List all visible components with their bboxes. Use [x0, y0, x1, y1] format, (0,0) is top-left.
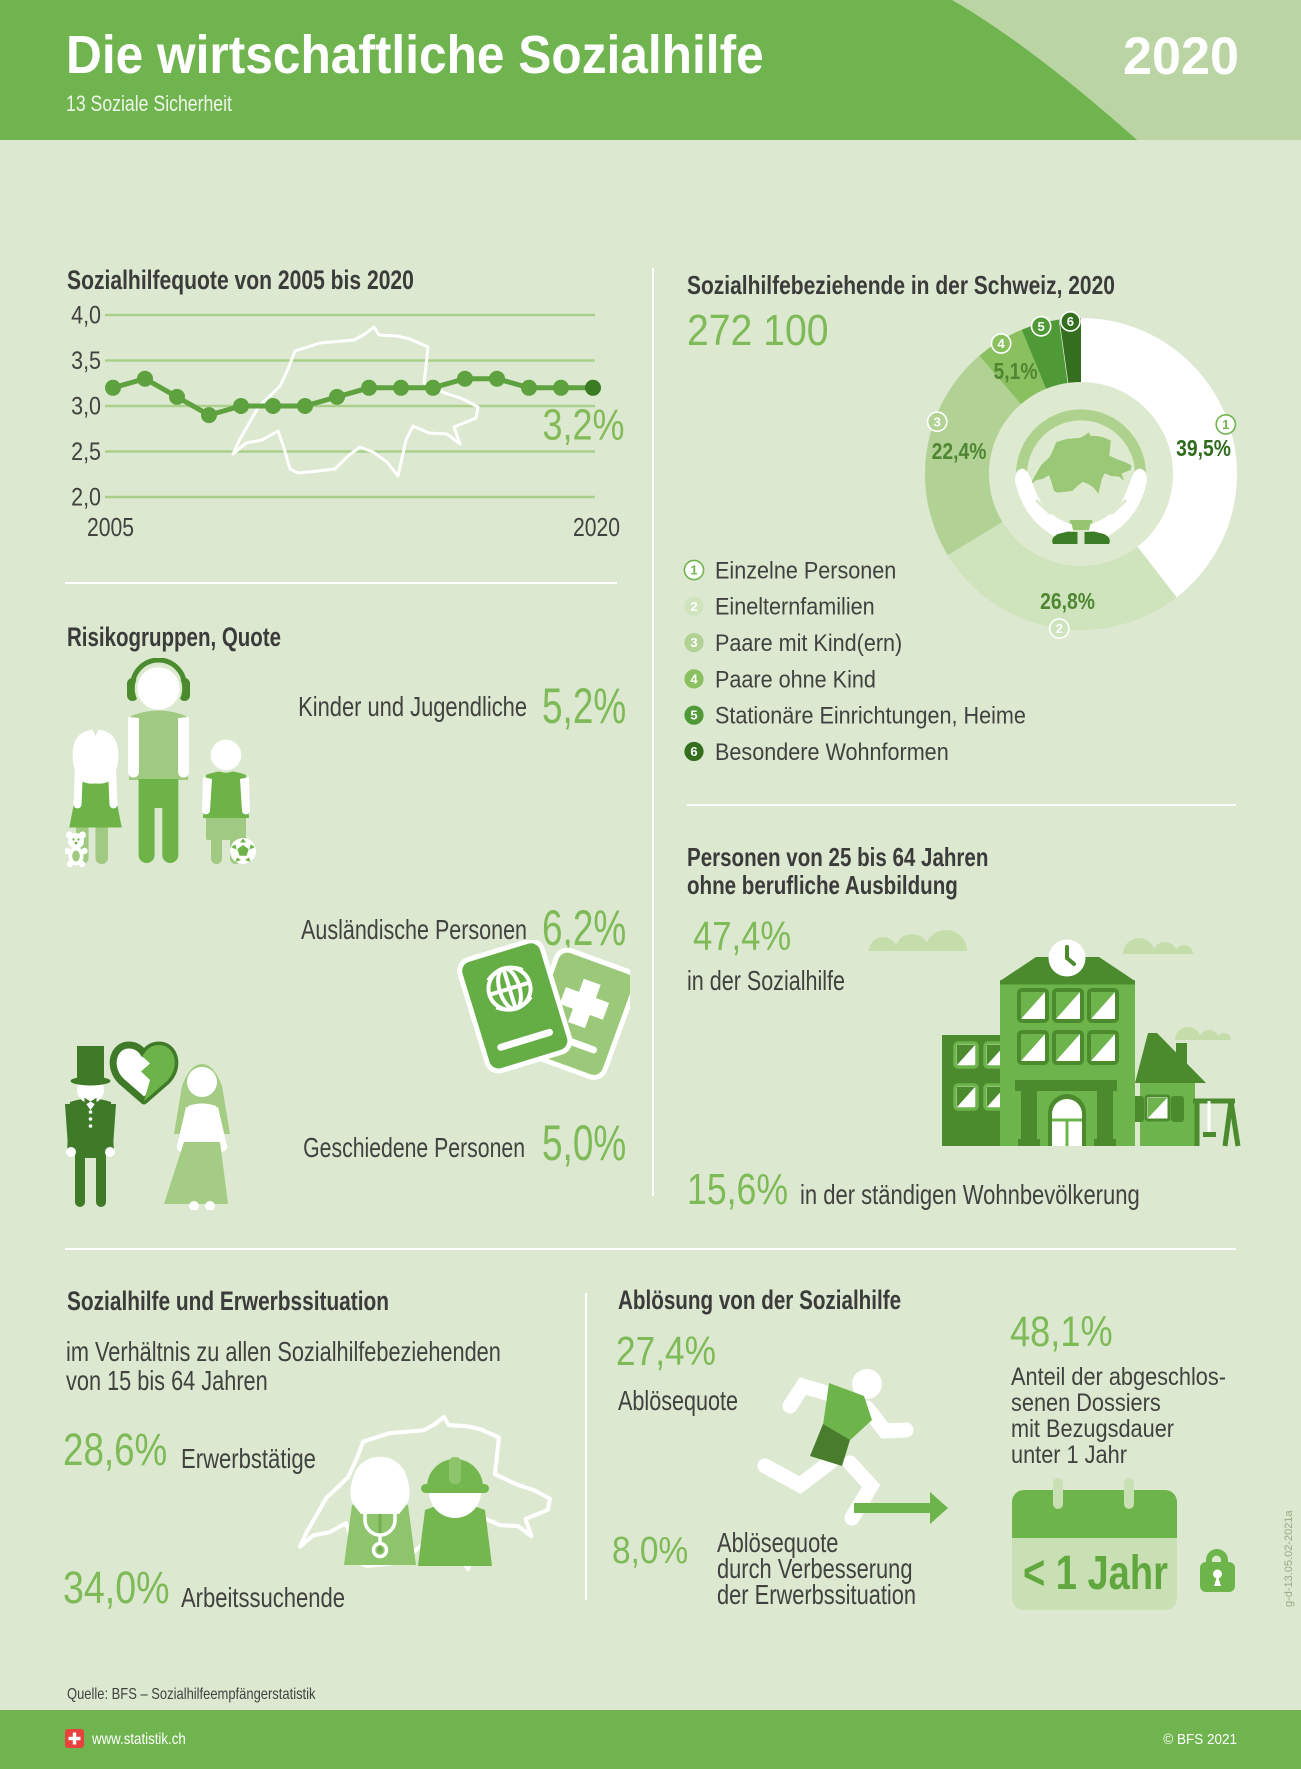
svg-text:1: 1 [690, 563, 697, 578]
svg-text:4,0: 4,0 [71, 301, 101, 329]
svg-text:1: 1 [1222, 417, 1229, 432]
svg-text:< 1 Jahr: < 1 Jahr [1023, 1547, 1168, 1600]
svg-text:2,0: 2,0 [71, 483, 101, 511]
svg-text:22,4%: 22,4% [932, 440, 987, 465]
svg-text:3: 3 [934, 414, 941, 429]
svg-text:2,5: 2,5 [71, 437, 101, 465]
svg-text:Einelternfamilien: Einelternfamilien [715, 593, 875, 620]
svg-text:Stationäre Einrichtungen, Heim: Stationäre Einrichtungen, Heime [715, 702, 1026, 729]
svg-text:2: 2 [1056, 621, 1063, 636]
svg-text:Einzelne Personen: Einzelne Personen [715, 556, 896, 583]
svg-text:3,0: 3,0 [71, 392, 101, 420]
svg-text:Besondere Wohnformen: Besondere Wohnformen [715, 738, 949, 765]
svg-text:3,2%: 3,2% [542, 400, 624, 449]
svg-text:3,5: 3,5 [71, 346, 101, 374]
svg-text:5: 5 [690, 708, 697, 723]
svg-text:Paare mit Kind(ern): Paare mit Kind(ern) [715, 629, 902, 656]
svg-text:2005: 2005 [87, 514, 134, 543]
svg-text:5,1%: 5,1% [993, 360, 1037, 385]
svg-text:4: 4 [690, 671, 698, 686]
svg-text:6: 6 [1067, 314, 1074, 329]
svg-text:39,5%: 39,5% [1176, 437, 1231, 462]
svg-text:2: 2 [690, 599, 697, 614]
svg-text:4: 4 [997, 336, 1005, 351]
svg-text:26,8%: 26,8% [1040, 590, 1095, 615]
svg-text:6: 6 [690, 744, 697, 759]
svg-text:2020: 2020 [573, 514, 620, 543]
svg-text:5: 5 [1037, 319, 1044, 334]
svg-text:3: 3 [690, 635, 697, 650]
svg-text:Paare ohne Kind: Paare ohne Kind [715, 665, 876, 692]
